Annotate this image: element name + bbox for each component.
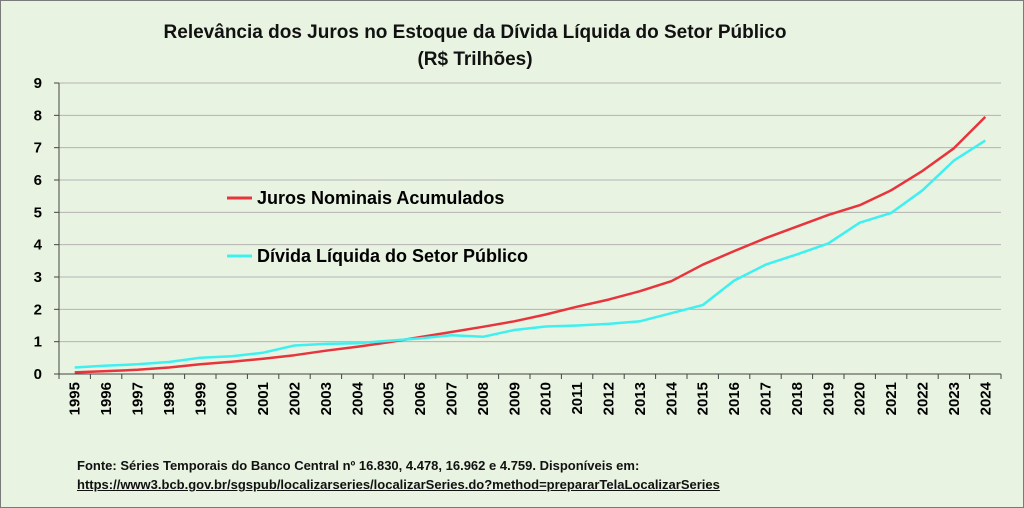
y-tick-label: 4 — [34, 237, 43, 254]
x-tick-label: 2024 — [977, 381, 994, 415]
y-tick-label: 6 — [34, 172, 42, 189]
x-tick-label: 2014 — [663, 381, 680, 415]
y-tick-labels: 0 1 2 3 4 5 6 7 8 9 — [34, 75, 43, 383]
y-tick-label: 7 — [34, 140, 42, 157]
x-tick-label: 2010 — [538, 382, 555, 415]
x-tick-label: 2002 — [287, 382, 304, 415]
axes — [54, 82, 1002, 379]
x-tick-label: 2017 — [758, 382, 775, 415]
x-tick-label: 2008 — [475, 382, 492, 415]
x-tick-label: 2015 — [695, 382, 712, 415]
x-tick-label: 1999 — [192, 382, 209, 415]
x-tick-label: 2020 — [852, 382, 869, 415]
footnote-source: Fonte: Séries Temporais do Banco Central… — [77, 458, 640, 473]
gridlines — [59, 82, 1001, 343]
x-tick-label: 2012 — [601, 382, 618, 415]
x-tick-label: 2007 — [444, 382, 461, 415]
x-tick-label: 2006 — [412, 382, 429, 415]
x-tick-label: 2016 — [726, 382, 743, 415]
y-tick-label: 9 — [34, 75, 42, 92]
x-tick-labels: 1995 1996 1997 1998 1999 2000 2001 2002 2003 2004… — [67, 381, 995, 415]
y-tick-label: 2 — [34, 301, 42, 318]
x-tick-label: 2013 — [632, 382, 649, 415]
x-tick-label: 2003 — [318, 382, 335, 415]
series-line-divida — [74, 139, 986, 369]
chart-title: Relevância dos Juros no Estoque da Dívid… — [164, 22, 787, 43]
x-tick-label: 1998 — [161, 382, 178, 415]
y-tick-label: 1 — [34, 334, 42, 351]
x-tick-label: 1997 — [130, 382, 147, 415]
series-lines — [74, 116, 987, 374]
legend-label-divida: Dívida Líquida do Setor Público — [257, 246, 528, 266]
x-tick-label: 2018 — [789, 382, 806, 415]
y-tick-label: 8 — [34, 107, 42, 124]
x-tick-label: 2011 — [569, 382, 586, 415]
footnote: Fonte: Séries Temporais do Banco Central… — [77, 456, 720, 494]
x-tick-label: 1996 — [98, 382, 115, 415]
footnote-link[interactable]: https://www3.bcb.gov.br/sgspub/localizar… — [77, 477, 720, 492]
legend: Juros Nominais Acumulados Dívida Líquida… — [227, 188, 528, 266]
chart-subtitle: (R$ Trilhões) — [417, 49, 532, 70]
y-tick-label: 5 — [34, 204, 42, 221]
x-tick-label: 2023 — [946, 382, 963, 415]
series-line-juros — [74, 116, 987, 374]
y-tick-label: 3 — [34, 269, 42, 286]
x-tick-label: 2004 — [349, 381, 366, 415]
x-tick-label: 2019 — [820, 382, 837, 415]
y-tick-label: 0 — [34, 366, 42, 383]
x-tick-label: 2001 — [255, 382, 272, 415]
x-tick-label: 2000 — [224, 382, 241, 415]
x-tick-label: 2021 — [883, 382, 900, 415]
x-tick-label: 1995 — [67, 382, 84, 415]
legend-label-juros: Juros Nominais Acumulados — [257, 188, 504, 208]
x-tick-label: 2022 — [915, 382, 932, 415]
x-tick-label: 2005 — [381, 382, 398, 415]
x-tick-label: 2009 — [506, 382, 523, 415]
